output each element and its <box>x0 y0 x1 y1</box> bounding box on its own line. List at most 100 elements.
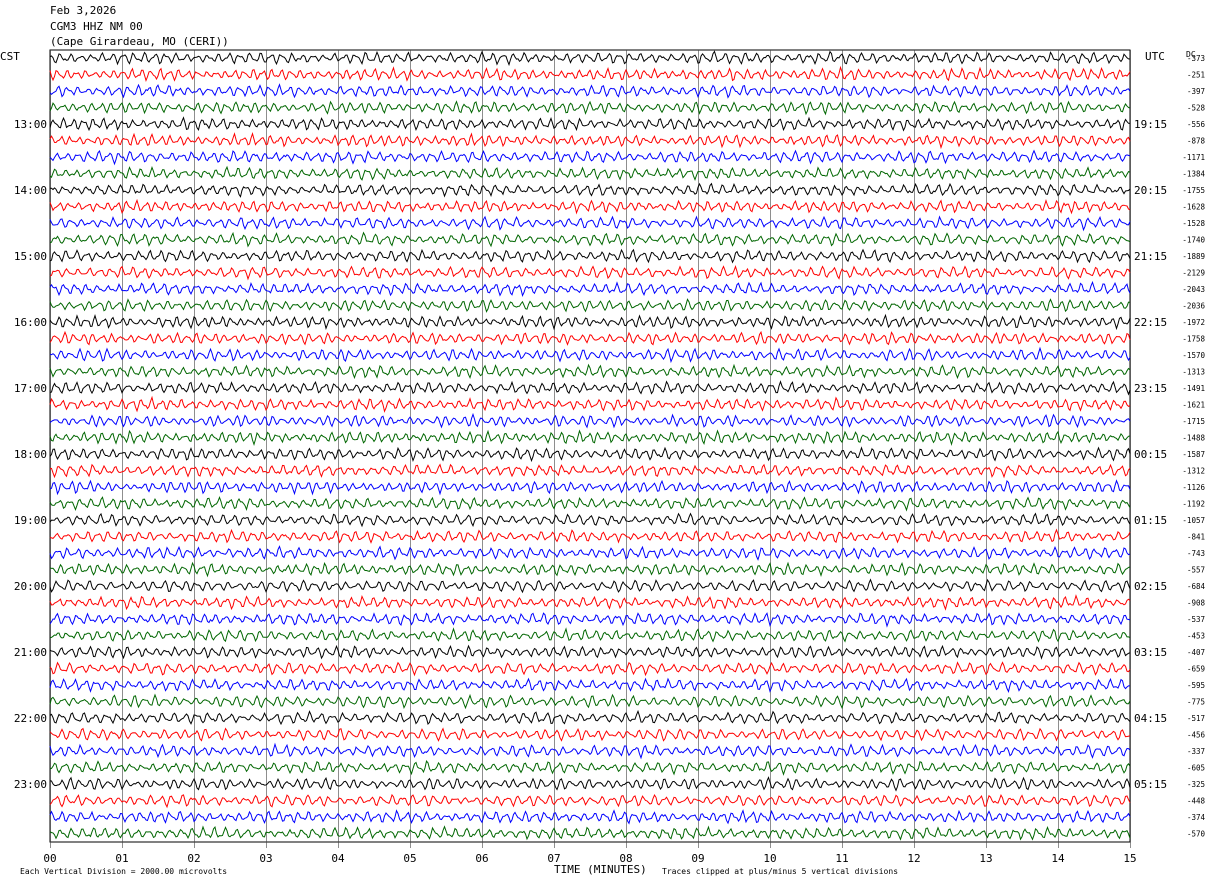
header-station: CGM3 HHZ NM 00 <box>50 20 143 33</box>
dc-offset-label: -1384 <box>1182 170 1205 179</box>
right-hour-label: 23:15 <box>1134 382 1167 395</box>
dc-offset-label: -1528 <box>1182 219 1205 228</box>
dc-offset-label: -1758 <box>1182 335 1205 344</box>
seismic-trace <box>49 479 1131 496</box>
right-hour-label: 21:15 <box>1134 250 1167 263</box>
seismic-trace <box>49 612 1131 628</box>
seismic-trace <box>49 793 1131 809</box>
seismic-trace <box>49 463 1131 479</box>
dc-offset-label: -1587 <box>1182 450 1205 459</box>
right-timezone: UTC <box>1145 50 1165 63</box>
x-axis-label: TIME (MINUTES) <box>554 863 647 876</box>
left-timezone: CST <box>0 50 20 63</box>
header-date: Feb 3,2026 <box>50 4 117 17</box>
seismic-trace <box>49 116 1131 132</box>
seismic-trace <box>49 561 1131 578</box>
dc-offset-label: -374 <box>1187 813 1206 822</box>
dc-offset-label: -2036 <box>1182 302 1205 311</box>
right-hour-label: 22:15 <box>1134 316 1167 329</box>
dc-offset-label: -453 <box>1187 632 1205 641</box>
seismic-trace <box>50 182 1131 198</box>
seismic-trace <box>49 677 1131 693</box>
dc-offset-label: -1171 <box>1182 153 1205 162</box>
dc-offset-label: -407 <box>1187 648 1205 657</box>
seismic-trace <box>49 825 1131 841</box>
right-hour-label: 04:15 <box>1134 712 1167 725</box>
dc-offset-label: -1192 <box>1182 500 1205 509</box>
seismic-trace <box>49 363 1131 380</box>
dc-offset-label: -908 <box>1187 599 1206 608</box>
seismic-trace <box>49 231 1131 248</box>
seismic-trace <box>49 512 1131 528</box>
seismic-trace <box>49 412 1131 429</box>
x-tick-label: 04 <box>331 852 345 865</box>
x-tick-label: 13 <box>979 852 993 865</box>
dc-offset-label: -841 <box>1187 533 1205 542</box>
seismic-trace <box>49 165 1131 182</box>
dc-offset-label: -595 <box>1187 681 1205 690</box>
header-location: (Cape Girardeau, MO (CERI)) <box>50 35 229 48</box>
seismic-trace <box>49 380 1131 396</box>
seismic-trace <box>49 661 1131 677</box>
seismic-trace <box>49 809 1131 825</box>
dc-offset-label: -528 <box>1187 104 1206 113</box>
seismic-trace <box>49 727 1131 742</box>
left-hour-label: 18:00 <box>14 448 47 461</box>
seismic-trace <box>49 709 1131 726</box>
right-hour-label: 03:15 <box>1134 646 1167 659</box>
dc-label: DC <box>1186 50 1196 59</box>
dc-offset-label: -659 <box>1187 665 1205 674</box>
dc-offset-label: -557 <box>1187 566 1205 575</box>
seismic-trace <box>49 100 1131 116</box>
x-tick-label: 11 <box>835 852 849 865</box>
dc-offset-label: -325 <box>1187 780 1205 789</box>
x-tick-label: 09 <box>691 852 705 865</box>
seismic-trace <box>49 346 1131 364</box>
x-tick-label: 03 <box>259 852 273 865</box>
seismic-trace <box>49 644 1131 660</box>
seismic-trace <box>49 776 1131 792</box>
seismic-trace <box>49 627 1131 643</box>
seismic-trace <box>49 83 1131 99</box>
seismic-trace <box>49 495 1131 512</box>
left-hour-label: 21:00 <box>14 646 47 659</box>
seismic-trace <box>49 446 1131 463</box>
x-tick-label: 05 <box>403 852 417 865</box>
x-tick-label: 12 <box>907 852 921 865</box>
left-hour-label: 22:00 <box>14 712 47 725</box>
seismic-trace <box>49 759 1131 776</box>
seismic-trace <box>49 280 1131 297</box>
seismic-trace <box>49 65 1131 82</box>
seismic-trace <box>49 395 1131 413</box>
seismic-trace <box>49 198 1131 215</box>
trace-layer <box>49 50 1131 841</box>
dc-offset-label: -1889 <box>1182 252 1205 261</box>
dc-offset-label: -1628 <box>1182 203 1205 212</box>
label-layer: -373 -251 -397 -528 -556 -878 -1171 -1384 -1755 -… <box>14 54 1206 839</box>
dc-offset-label: -2043 <box>1182 285 1205 294</box>
x-tick-label: 00 <box>43 852 57 865</box>
x-tick-label: 08 <box>619 852 633 865</box>
seismic-trace <box>49 330 1131 346</box>
right-hour-label: 20:15 <box>1134 184 1167 197</box>
dc-offset-label: -605 <box>1187 764 1205 773</box>
dc-offset-label: -397 <box>1187 87 1205 96</box>
left-hour-label: 15:00 <box>14 250 47 263</box>
dc-offset-label: -1621 <box>1182 401 1205 410</box>
seismic-trace <box>49 50 1131 67</box>
seismic-trace <box>49 429 1131 447</box>
left-hour-label: 19:00 <box>14 514 47 527</box>
x-tick-label: 10 <box>763 852 777 865</box>
dc-offset-label: -775 <box>1187 698 1205 707</box>
dc-offset-label: -743 <box>1187 549 1205 558</box>
dc-offset-label: -448 <box>1187 797 1206 806</box>
dc-offset-label: -1740 <box>1182 236 1205 245</box>
dc-offset-label: -537 <box>1187 615 1205 624</box>
right-hour-label: 00:15 <box>1134 448 1167 461</box>
seismic-trace <box>49 298 1131 313</box>
dc-offset-label: -1491 <box>1182 384 1205 393</box>
seismic-trace <box>49 594 1131 611</box>
dc-offset-label: -517 <box>1187 714 1205 723</box>
right-hour-label: 02:15 <box>1134 580 1167 593</box>
